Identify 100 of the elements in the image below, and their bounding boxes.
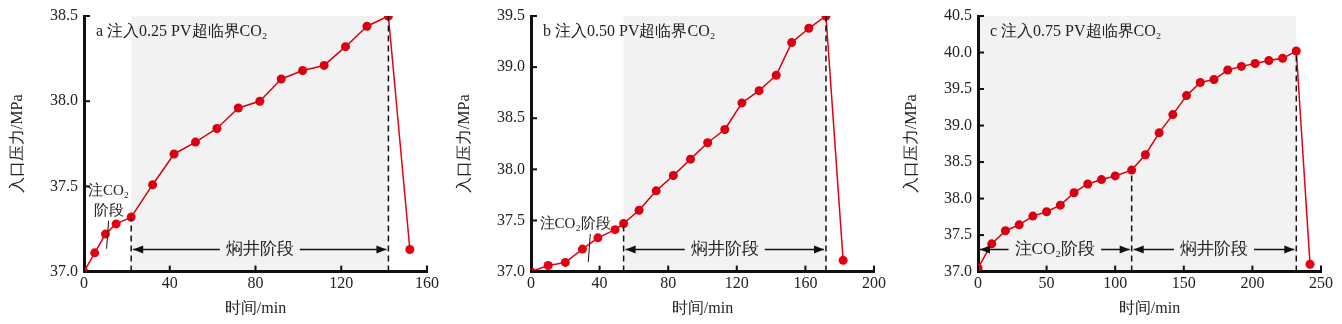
point <box>737 98 747 108</box>
point <box>255 96 265 106</box>
point <box>1028 211 1038 221</box>
point <box>838 255 848 265</box>
point <box>787 38 797 48</box>
x-tick-label: 80 <box>247 274 264 292</box>
point <box>1140 150 1150 160</box>
point <box>1209 75 1219 85</box>
point <box>686 154 695 164</box>
annotation: 注CO₂ 阶段 <box>87 181 130 218</box>
x-tick-label: 100 <box>1103 274 1128 292</box>
y-tick-label: 37.0 <box>50 261 78 279</box>
y-tick-label: 37.5 <box>944 225 972 243</box>
x-tick-label: 40 <box>161 274 178 292</box>
point <box>610 225 620 235</box>
y-tick-label: 38.0 <box>50 91 78 109</box>
point <box>1096 175 1106 185</box>
point <box>804 23 814 33</box>
point <box>1069 188 1079 198</box>
x-tick-label: 160 <box>793 274 818 292</box>
x-axis-title: 时间/min <box>224 298 287 316</box>
y-tick-label: 38.5 <box>50 6 78 24</box>
x-axis-title: 时间/min <box>1118 298 1181 316</box>
band-label: 焖井阶段 <box>1179 239 1248 259</box>
point <box>619 219 629 229</box>
x-tick-label: 160 <box>415 274 439 292</box>
x-tick-label: 250 <box>1309 274 1333 292</box>
point <box>362 21 372 31</box>
point <box>1291 46 1301 56</box>
x-axis-title: 时间/min <box>671 298 734 316</box>
chart-title: a 注入0.25 PV超临界CO₂ <box>96 22 268 39</box>
x-tick-label: 120 <box>329 274 354 292</box>
point <box>111 219 121 229</box>
y-axis-title: 入口压力/MPa <box>7 94 25 194</box>
x-tick-label: 0 <box>527 274 535 292</box>
x-tick-label: 80 <box>660 274 677 292</box>
y-axis-title: 入口压力/MPa <box>454 94 472 194</box>
y-tick-label: 39.0 <box>497 57 525 75</box>
point <box>1250 58 1260 68</box>
point <box>1264 56 1274 66</box>
y-tick-label: 39.5 <box>944 79 972 97</box>
x-tick-label: 120 <box>724 274 749 292</box>
band-label: 注CO₂阶段 <box>1014 239 1096 259</box>
point <box>1223 65 1233 75</box>
point <box>560 257 570 267</box>
point <box>148 180 158 190</box>
x-tick-label: 200 <box>1240 274 1265 292</box>
point <box>319 60 329 70</box>
x-tick-label: 0 <box>974 274 982 292</box>
chart-title: b 注入0.50 PV超临界CO₂ <box>543 22 716 39</box>
y-tick-label: 40.0 <box>944 42 972 60</box>
point <box>577 244 587 254</box>
point <box>651 186 661 196</box>
point <box>1154 128 1164 138</box>
x-tick-label: 40 <box>591 274 608 292</box>
point <box>543 260 553 270</box>
y-tick-label: 40.5 <box>944 6 972 24</box>
y-tick-label: 38.5 <box>497 108 525 126</box>
point <box>1110 171 1120 181</box>
y-axis-title: 入口压力/MPa <box>901 94 919 194</box>
x-tick-label: 50 <box>1038 274 1055 292</box>
point <box>90 248 100 258</box>
point <box>190 137 200 147</box>
point <box>771 70 781 80</box>
y-tick-label: 37.5 <box>50 176 78 194</box>
point <box>169 149 179 159</box>
point <box>754 86 764 96</box>
y-tick-label: 39.0 <box>944 115 972 133</box>
point <box>668 170 678 180</box>
y-tick-label: 37.0 <box>944 261 972 279</box>
point <box>233 103 243 113</box>
point <box>298 66 308 76</box>
point <box>1055 200 1065 210</box>
x-tick-label: 200 <box>862 274 886 292</box>
y-tick-label: 38.0 <box>944 188 972 206</box>
point <box>593 233 603 243</box>
point <box>1042 207 1052 217</box>
y-tick-label: 39.5 <box>497 6 525 24</box>
point <box>276 74 286 84</box>
x-tick-label: 150 <box>1171 274 1196 292</box>
point <box>1168 110 1178 120</box>
annotation: 注CO₂阶段 <box>539 215 611 231</box>
y-tick-label: 37.5 <box>497 210 525 228</box>
point <box>1014 220 1024 230</box>
chart-title: c 注入0.75 PV超临界CO₂ <box>990 22 1162 39</box>
point <box>634 205 644 215</box>
point <box>1305 259 1315 269</box>
point <box>703 138 713 148</box>
band-label: 焖井阶段 <box>225 239 294 259</box>
point <box>212 123 222 133</box>
point <box>1236 61 1246 71</box>
point <box>1000 226 1010 236</box>
x-tick-label: 0 <box>80 274 88 292</box>
point <box>1083 179 1093 189</box>
point <box>987 239 997 249</box>
point <box>720 124 730 134</box>
y-tick-label: 38.5 <box>944 152 972 170</box>
band-label: 焖井阶段 <box>690 239 759 259</box>
point <box>1182 91 1192 101</box>
point <box>1278 53 1288 63</box>
